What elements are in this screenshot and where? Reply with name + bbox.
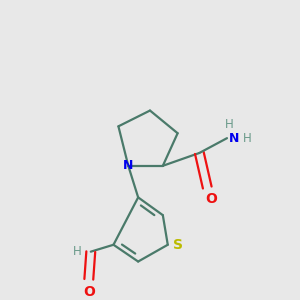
Text: N: N xyxy=(229,132,239,145)
Text: S: S xyxy=(172,238,183,252)
Text: H: H xyxy=(243,132,252,145)
Text: O: O xyxy=(83,285,95,299)
Text: H: H xyxy=(225,118,233,131)
Text: N: N xyxy=(123,159,134,172)
Text: H: H xyxy=(73,245,81,258)
Text: O: O xyxy=(205,192,217,206)
